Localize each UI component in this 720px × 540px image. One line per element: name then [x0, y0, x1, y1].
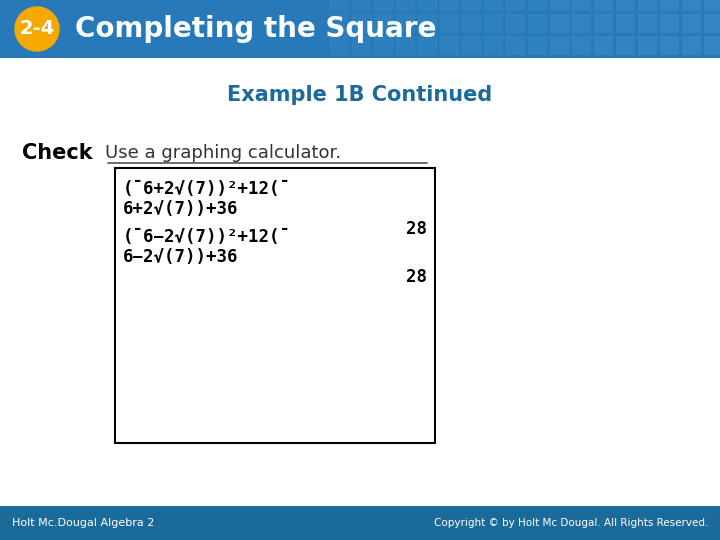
- Bar: [616, 0, 635, 11]
- Bar: [374, 36, 393, 55]
- Bar: [638, 36, 657, 55]
- Bar: [638, 0, 657, 11]
- Bar: [616, 14, 635, 33]
- Text: Completing the Square: Completing the Square: [75, 15, 436, 43]
- Bar: [418, 0, 437, 11]
- Bar: [396, 14, 415, 33]
- Text: 28: 28: [406, 220, 427, 238]
- Bar: [704, 36, 720, 55]
- Bar: [0, 506, 720, 540]
- Bar: [594, 36, 613, 55]
- Bar: [550, 0, 569, 11]
- Text: Example 1B Continued: Example 1B Continued: [228, 85, 492, 105]
- Bar: [352, 36, 371, 55]
- Text: 6−2√(7))+36: 6−2√(7))+36: [123, 248, 238, 266]
- Bar: [462, 14, 481, 33]
- Bar: [352, 0, 371, 11]
- Bar: [484, 14, 503, 33]
- Bar: [462, 0, 481, 11]
- Bar: [506, 0, 525, 11]
- Bar: [374, 0, 393, 11]
- Text: Holt Mc.Dougal Algebra 2: Holt Mc.Dougal Algebra 2: [12, 518, 154, 528]
- Bar: [594, 14, 613, 33]
- Bar: [418, 14, 437, 33]
- Bar: [418, 36, 437, 55]
- Bar: [550, 36, 569, 55]
- Bar: [396, 36, 415, 55]
- Text: (ˉ6+2√(7))²+12(ˉ: (ˉ6+2√(7))²+12(ˉ: [123, 180, 291, 198]
- Bar: [115, 168, 435, 443]
- Text: Copyright © by Holt Mc Dougal. All Rights Reserved.: Copyright © by Holt Mc Dougal. All Right…: [433, 518, 708, 528]
- Bar: [440, 0, 459, 11]
- Bar: [594, 0, 613, 11]
- Bar: [660, 36, 679, 55]
- Bar: [396, 0, 415, 11]
- Bar: [330, 14, 349, 33]
- Text: (ˉ6−2√(7))²+12(ˉ: (ˉ6−2√(7))²+12(ˉ: [123, 228, 291, 246]
- Bar: [682, 14, 701, 33]
- Bar: [330, 0, 349, 11]
- Bar: [572, 36, 591, 55]
- Bar: [440, 36, 459, 55]
- Text: 28: 28: [406, 268, 427, 286]
- Bar: [440, 14, 459, 33]
- Bar: [682, 36, 701, 55]
- Bar: [528, 14, 547, 33]
- Bar: [374, 14, 393, 33]
- Bar: [682, 0, 701, 11]
- Bar: [704, 0, 720, 11]
- Bar: [572, 14, 591, 33]
- Bar: [462, 36, 481, 55]
- Text: Check: Check: [22, 143, 93, 163]
- Bar: [352, 14, 371, 33]
- Bar: [506, 36, 525, 55]
- Text: 6+2√(7))+36: 6+2√(7))+36: [123, 200, 238, 218]
- Bar: [0, 0, 720, 58]
- Bar: [660, 14, 679, 33]
- Text: 2-4: 2-4: [19, 19, 55, 38]
- Circle shape: [15, 7, 59, 51]
- Bar: [616, 36, 635, 55]
- Bar: [330, 36, 349, 55]
- Bar: [484, 0, 503, 11]
- Bar: [528, 0, 547, 11]
- Bar: [704, 14, 720, 33]
- Bar: [660, 0, 679, 11]
- Bar: [506, 14, 525, 33]
- Bar: [572, 0, 591, 11]
- Bar: [638, 14, 657, 33]
- Bar: [550, 14, 569, 33]
- Text: Use a graphing calculator.: Use a graphing calculator.: [105, 144, 341, 162]
- Bar: [484, 36, 503, 55]
- Bar: [528, 36, 547, 55]
